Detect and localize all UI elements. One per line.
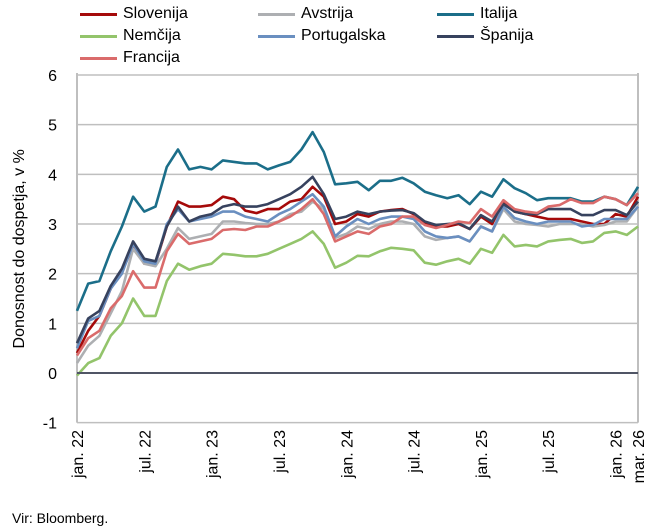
legend-item: Francija — [80, 48, 180, 68]
legend-swatch — [258, 34, 295, 38]
x-tick-label: jan. 26 — [609, 430, 626, 479]
x-tick-label: jan. 23 — [205, 430, 222, 479]
y-tick-label: 1 — [48, 316, 57, 333]
series-line-španija — [75, 175, 640, 344]
legend-label: Nemčija — [123, 27, 181, 44]
legend-label: Italija — [480, 5, 518, 22]
x-tick-label: jan. 24 — [339, 430, 356, 479]
legend-label: Španija — [480, 27, 534, 44]
series-line-italija — [75, 130, 640, 312]
legend-label: Portugalska — [301, 27, 386, 44]
series-line-nemčija — [76, 225, 639, 377]
y-tick-label: 4 — [48, 167, 57, 184]
x-tick-label: jul. 24 — [407, 430, 424, 474]
y-tick-label: 2 — [48, 267, 57, 284]
legend-item: Slovenija — [80, 4, 188, 24]
legend-label: Slovenija — [123, 5, 188, 22]
source-note: Vir: Bloomberg. — [12, 510, 109, 526]
y-tick-label: 3 — [48, 217, 57, 234]
legend-item: Nemčija — [80, 26, 181, 46]
legend-item: Avstrija — [258, 4, 353, 24]
legend-label: Francija — [123, 49, 180, 66]
legend-item: Portugalska — [258, 26, 386, 46]
y-axis-title: Donosnost do dospetja, v % — [11, 149, 28, 348]
x-tick-label: jan. 22 — [70, 430, 87, 479]
y-tick-label: 0 — [48, 366, 57, 383]
y-tick-label: 6 — [48, 68, 57, 85]
legend-swatch — [80, 12, 117, 16]
legend-item: Španija — [437, 26, 533, 46]
legend-swatch — [437, 34, 474, 38]
x-tick-label: jan. 25 — [474, 430, 491, 479]
legend-swatch — [80, 34, 117, 38]
x-tick-label: mar. 26 — [631, 430, 648, 483]
y-tick-label: -1 — [43, 416, 57, 433]
legend-swatch — [437, 12, 474, 16]
legend-swatch — [258, 12, 295, 16]
x-tick-label: jul. 22 — [137, 430, 154, 474]
legend-label: Avstrija — [301, 5, 354, 22]
x-tick-label: jul. 25 — [541, 430, 558, 474]
series-line-avstrija — [75, 200, 640, 364]
legend-item: Italija — [437, 4, 517, 24]
x-tick-label: jul. 23 — [272, 430, 289, 474]
y-tick-label: 5 — [48, 118, 57, 135]
legend-swatch — [80, 56, 117, 60]
series-line-francija — [75, 192, 639, 357]
